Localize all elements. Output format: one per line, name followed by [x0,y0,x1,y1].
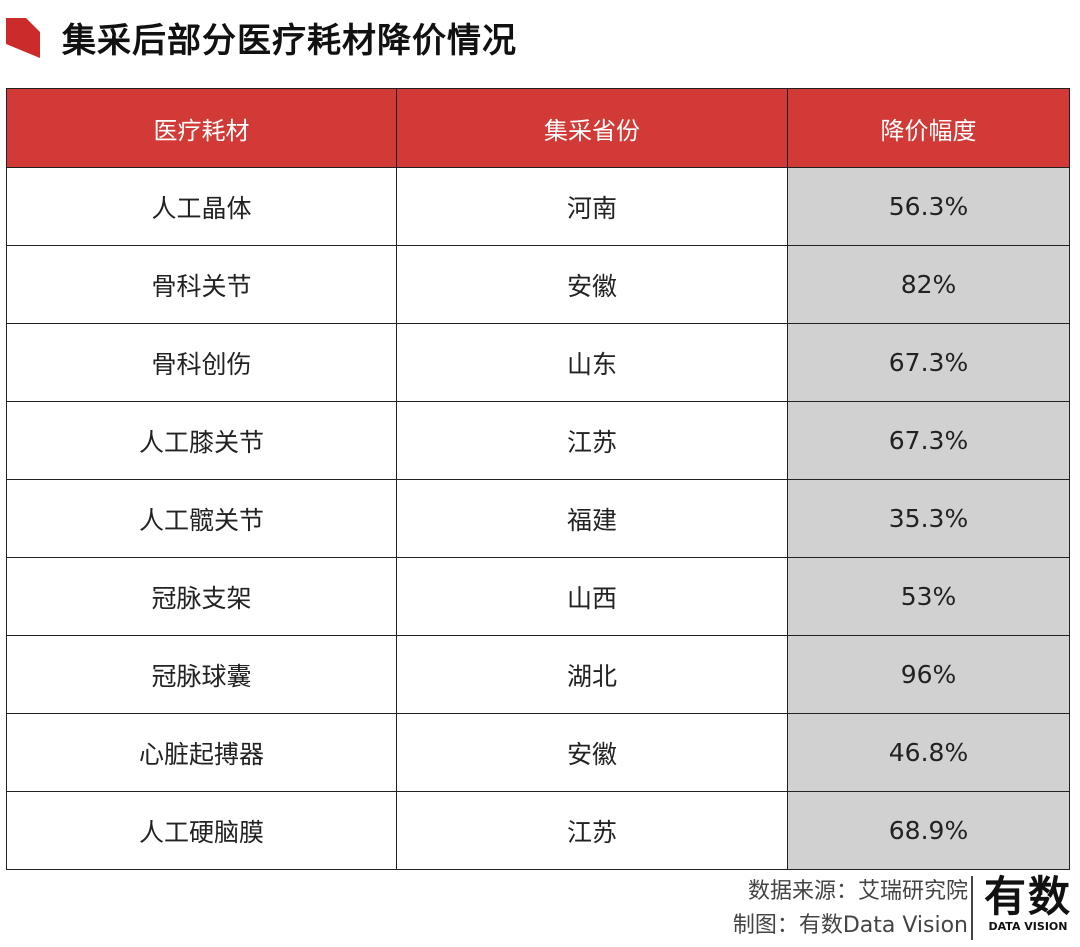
reduction-cell: 46.8% [787,713,1070,792]
brand-logo-cn: 有数 [983,872,1072,921]
reduction-cell: 68.9% [787,791,1070,870]
column-header-item: 医疗耗材 [6,88,397,168]
province-cell: 安徽 [396,245,788,324]
item-cell: 人工晶体 [6,167,397,246]
price-reduction-table: 医疗耗材 集采省份 降价幅度 人工晶体 河南 56.3% 骨科关节 安徽 82%… [6,88,1070,870]
table-row: 骨科关节 安徽 82% [6,245,1070,324]
table-row: 人工膝关节 江苏 67.3% [6,401,1070,480]
reduction-cell: 35.3% [787,479,1070,558]
column-header-reduction: 降价幅度 [787,88,1070,168]
table-row: 人工髋关节 福建 35.3% [6,479,1070,558]
item-cell: 骨科关节 [6,245,397,324]
reduction-cell: 96% [787,635,1070,714]
page-title: 集采后部分医疗耗材降价情况 [62,21,517,61]
reduction-cell: 82% [787,245,1070,324]
province-cell: 河南 [396,167,788,246]
table-header-row: 医疗耗材 集采省份 降价幅度 [6,88,1070,168]
item-cell: 人工膝关节 [6,401,397,480]
item-cell: 冠脉球囊 [6,635,397,714]
brand-logo-en: DATA VISION [988,920,1068,933]
province-cell: 湖北 [396,635,788,714]
table-row: 人工晶体 河南 56.3% [6,167,1070,246]
data-source-text: 数据来源：艾瑞研究院 [747,879,968,904]
province-cell: 福建 [396,479,788,558]
brand-logo: 有数 DATA VISION [980,874,1076,934]
table-row: 人工硬脑膜 江苏 68.9% [6,791,1070,870]
column-header-province: 集采省份 [396,88,788,168]
item-cell: 人工髋关节 [6,479,397,558]
chart-maker-text: 制图：有数Data Vision [732,913,968,938]
province-cell: 安徽 [396,713,788,792]
item-cell: 心脏起搏器 [6,713,397,792]
reduction-cell: 67.3% [787,401,1070,480]
province-cell: 江苏 [396,401,788,480]
province-cell: 山西 [396,557,788,636]
province-cell: 江苏 [396,791,788,870]
title-marker-icon [6,18,40,58]
reduction-cell: 53% [787,557,1070,636]
province-cell: 山东 [396,323,788,402]
table-row: 冠脉球囊 湖北 96% [6,635,1070,714]
table-row: 心脏起搏器 安徽 46.8% [6,713,1070,792]
item-cell: 人工硬脑膜 [6,791,397,870]
footer-divider [971,876,973,940]
table-row: 冠脉支架 山西 53% [6,557,1070,636]
item-cell: 冠脉支架 [6,557,397,636]
reduction-cell: 56.3% [787,167,1070,246]
reduction-cell: 67.3% [787,323,1070,402]
footer-credits: 数据来源：艾瑞研究院 制图：有数Data Vision [720,875,968,943]
table-row: 骨科创伤 山东 67.3% [6,323,1070,402]
item-cell: 骨科创伤 [6,323,397,402]
